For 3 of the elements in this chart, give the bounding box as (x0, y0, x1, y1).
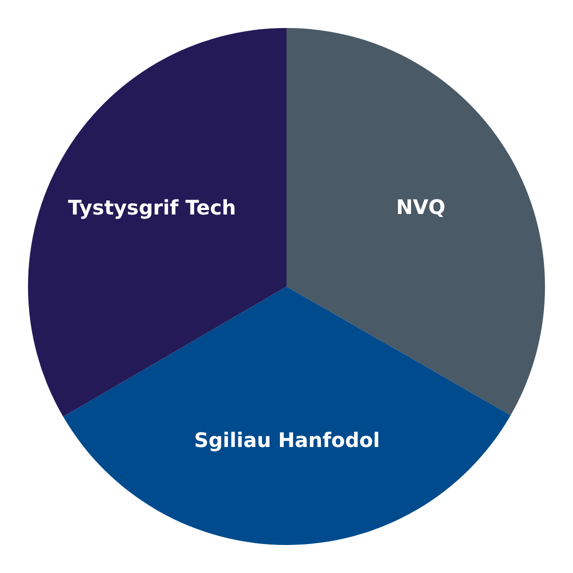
slice-label: Sgiliau Hanfodol (194, 428, 380, 452)
slice-label: NVQ (396, 195, 446, 220)
slice-label: Tystysgrif Tech (68, 195, 236, 220)
